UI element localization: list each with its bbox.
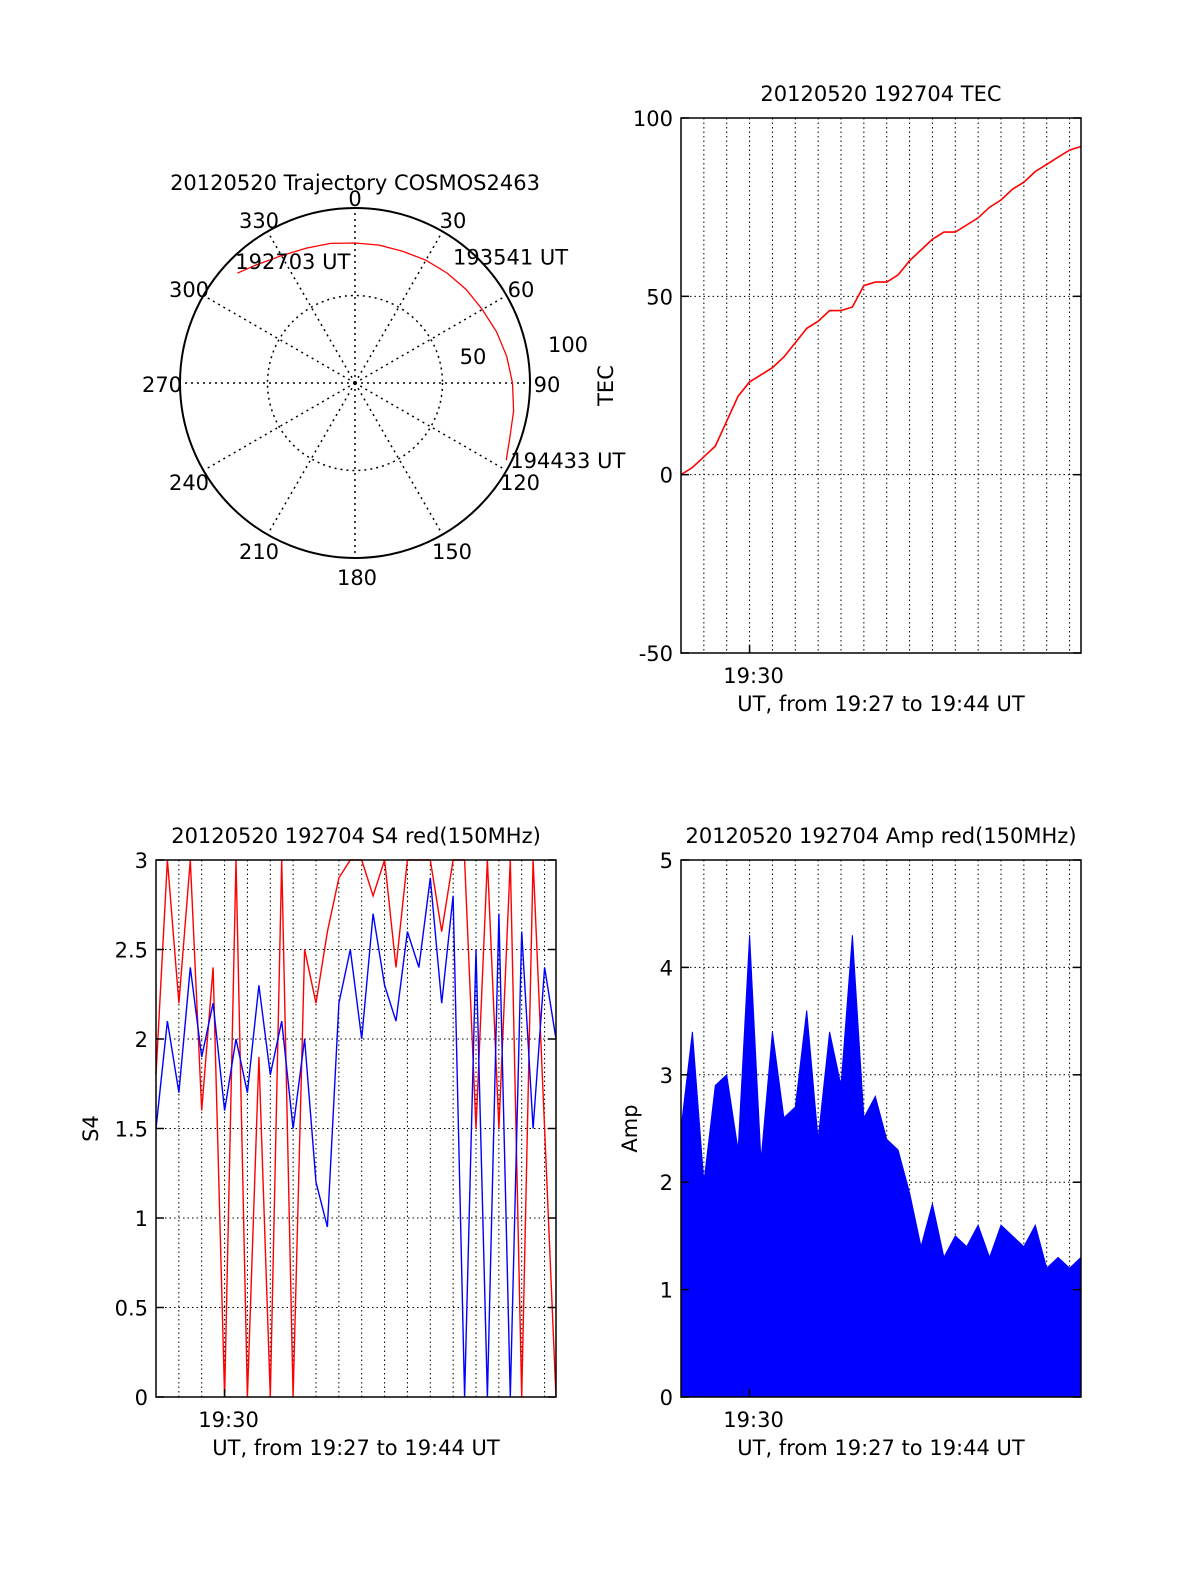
polar-spoke — [266, 382, 356, 535]
polar-spoke — [354, 231, 444, 384]
polar-angle-label: 120 — [500, 471, 540, 495]
amp-chart: 20120520 192704 Amp red(150MHz) 0 1 2 3 4 5 19:… — [618, 824, 1082, 1460]
amplitude-area — [680, 935, 1082, 1398]
chart-title: 20120520 192704 TEC — [760, 82, 1001, 106]
trajectory-line — [237, 242, 515, 461]
polar-radial-label: 100 — [548, 333, 588, 357]
polar-angle-label: 300 — [169, 278, 209, 302]
x-tick-label: 19:30 — [198, 1408, 259, 1432]
series-line — [155, 877, 557, 1398]
y-axis-label: S4 — [79, 1115, 103, 1142]
tec-chart: 20120520 192704 TEC -50 0 50 100 19:30 UT, fro… — [594, 82, 1082, 716]
x-axis-label: UT, from 19:27 to 19:44 UT — [737, 1436, 1025, 1460]
x-tick-label: 19:30 — [723, 664, 784, 688]
chart-title: 20120520 192704 Amp red(150MHz) — [685, 824, 1076, 848]
y-tick-label: 3 — [660, 1064, 673, 1088]
y-tick-label: -50 — [639, 642, 673, 666]
time-annotation: 192703 UT — [235, 250, 350, 274]
y-tick-label: 0 — [660, 464, 673, 488]
y-tick-label: 1.5 — [115, 1118, 148, 1142]
polar-grid-circle — [266, 294, 444, 472]
x-axis-label: UT, from 19:27 to 19:44 UT — [737, 692, 1025, 716]
time-annotation: 193541 UT — [453, 245, 568, 269]
series-line — [680, 145, 1082, 476]
y-tick-label: 1 — [660, 1279, 673, 1303]
s4-chart: 20120520 192704 S4 red(150MHz) 0 0.5 1 1.5 2 2… — [79, 824, 557, 1460]
polar-angle-label: 150 — [432, 540, 472, 564]
polar-spoke — [354, 294, 507, 384]
y-tick-label: 2 — [135, 1028, 148, 1052]
x-axis-label: UT, from 19:27 to 19:44 UT — [212, 1436, 500, 1460]
y-tick-label: 0.5 — [115, 1297, 148, 1321]
polar-angle-label: 270 — [142, 373, 182, 397]
polar-spoke — [203, 382, 356, 472]
plot-frame — [680, 859, 1082, 1398]
polar-spoke — [354, 382, 444, 535]
plot-frame — [680, 117, 1082, 654]
x-tick-label: 19:30 — [723, 1408, 784, 1432]
y-tick-label: 0 — [660, 1386, 673, 1410]
y-tick-label: 2 — [660, 1171, 673, 1195]
polar-outer-circle — [179, 207, 531, 559]
polar-angle-label: 240 — [169, 471, 209, 495]
polar-angle-label: 30 — [440, 209, 467, 233]
y-tick-label: 3 — [135, 849, 148, 873]
y-tick-label: 5 — [660, 849, 673, 873]
y-tick-label: 1 — [135, 1207, 148, 1231]
chart-title: 20120520 192704 S4 red(150MHz) — [171, 824, 541, 848]
polar-angle-label: 60 — [508, 278, 535, 302]
polar-angle-label: 90 — [534, 373, 561, 397]
polar-spoke — [354, 382, 507, 472]
chart-title: 20120520 Trajectory COSMOS2463 — [170, 171, 540, 195]
polar-angle-label: 210 — [239, 540, 279, 564]
y-tick-label: 4 — [660, 956, 673, 980]
y-axis-label: TEC — [594, 365, 618, 407]
polar-radial-label: 50 — [460, 345, 487, 369]
y-axis-label: Amp — [618, 1104, 642, 1152]
y-tick-label: 100 — [633, 107, 673, 131]
polar-angle-label: 0 — [348, 187, 361, 211]
y-tick-label: 0 — [135, 1386, 148, 1410]
polar-spoke — [203, 294, 356, 384]
y-tick-label: 50 — [646, 285, 673, 309]
y-tick-label: 2.5 — [115, 939, 148, 963]
polar-spoke — [266, 231, 356, 384]
time-annotation: 194433 UT — [510, 449, 625, 473]
polar-angle-label: 330 — [239, 209, 279, 233]
polar-angle-label: 180 — [337, 566, 377, 590]
